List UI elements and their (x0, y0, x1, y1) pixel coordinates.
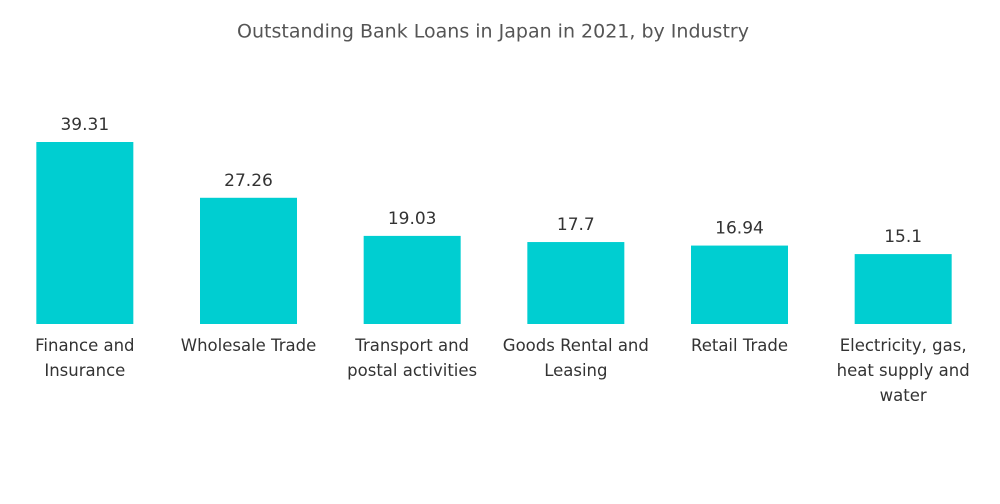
bar (527, 242, 625, 324)
value-label: 16.94 (715, 219, 764, 239)
bar (854, 254, 952, 324)
value-label: 17.7 (557, 215, 595, 235)
bar (36, 142, 134, 324)
x-tick-label: Wholesale Trade (180, 336, 317, 355)
x-tick-label: Goods Rental and Leasing (502, 336, 649, 380)
chart-title: Outstanding Bank Loans in Japan in 2021,… (237, 21, 749, 43)
value-label: 15.1 (884, 227, 922, 247)
x-tick-label: Finance and Insurance (35, 336, 135, 380)
value-label: 27.26 (224, 171, 273, 191)
bar (363, 235, 461, 324)
bar (200, 197, 297, 324)
value-label: 39.31 (60, 115, 109, 135)
value-label: 19.03 (388, 209, 437, 229)
bar (691, 245, 788, 324)
x-tick-label: Retail Trade (690, 336, 789, 355)
x-tick-label: Transport and postal activities (347, 336, 478, 380)
x-tick-label: Electricity, gas, heat supply and water (836, 336, 970, 405)
